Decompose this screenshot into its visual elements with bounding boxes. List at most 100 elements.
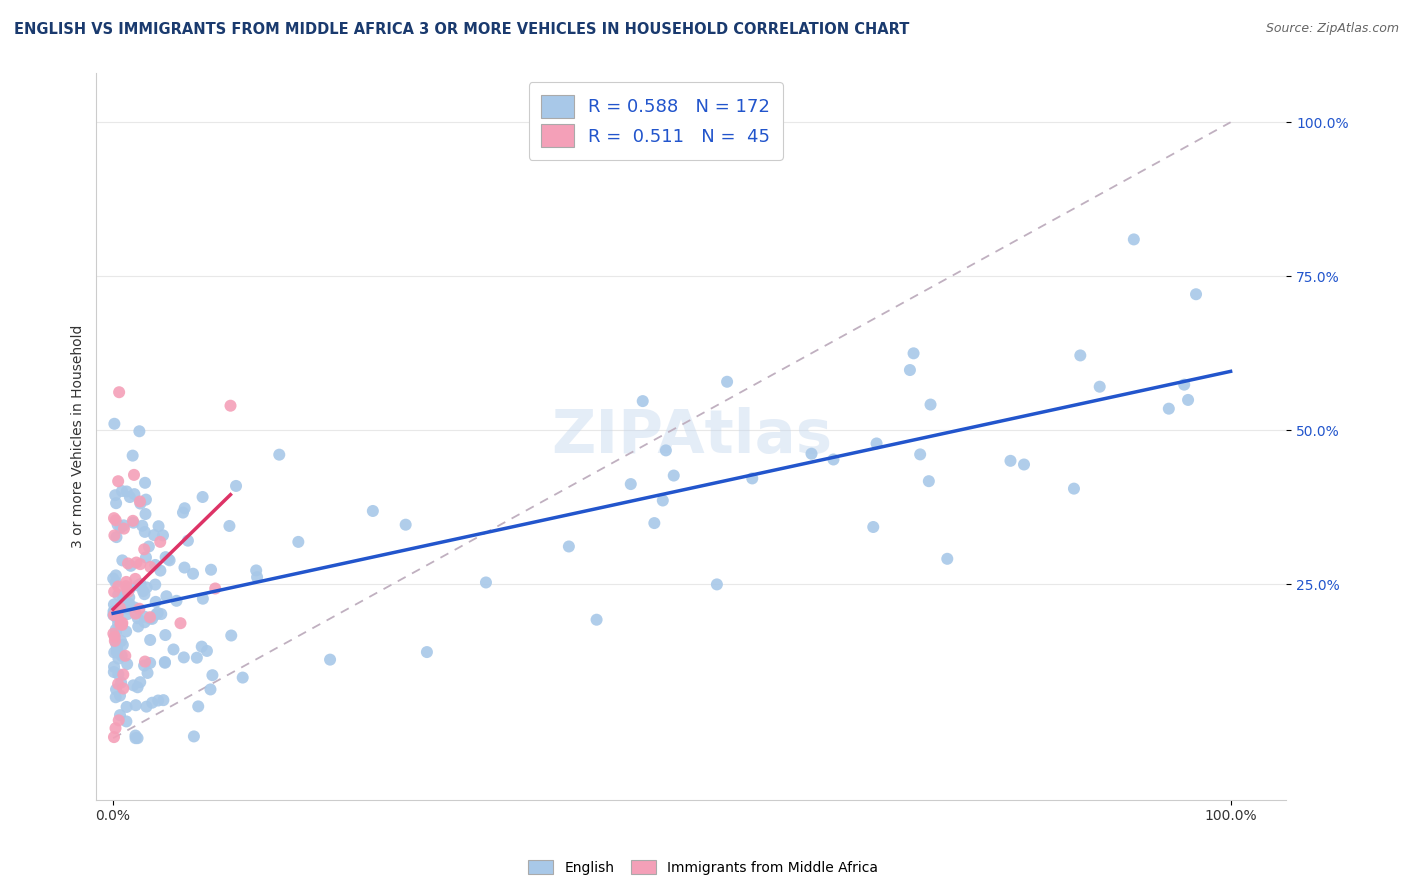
Point (105, 645, 128, 659)
Point (105, 641, 128, 656)
Point (105, 682, 128, 697)
Point (124, 607, 146, 621)
Point (103, 528, 125, 542)
Point (134, 507, 156, 521)
Point (1177, 392, 1199, 407)
Point (107, 517, 129, 532)
Point (823, 452, 845, 467)
Point (112, 599, 135, 613)
Point (105, 640, 128, 655)
Point (104, 690, 127, 705)
Point (107, 667, 129, 681)
Point (166, 594, 188, 608)
Point (135, 492, 157, 507)
Point (172, 506, 194, 520)
Point (662, 468, 685, 483)
Point (145, 595, 167, 609)
Legend: R = 0.588   N = 172, R =  0.511   N =  45: R = 0.588 N = 172, R = 0.511 N = 45 (529, 82, 783, 160)
Point (134, 524, 156, 539)
Point (204, 582, 226, 596)
Point (103, 584, 125, 599)
Point (121, 449, 143, 463)
Point (150, 607, 173, 621)
Point (143, 558, 166, 572)
Point (108, 708, 131, 723)
Point (136, 665, 159, 680)
Point (146, 606, 169, 620)
Point (131, 518, 153, 533)
Point (225, 479, 247, 493)
Point (148, 519, 170, 533)
Point (103, 511, 125, 525)
Point (218, 519, 240, 533)
Point (135, 581, 157, 595)
Point (153, 655, 176, 669)
Point (862, 520, 884, 534)
Point (112, 590, 135, 604)
Point (124, 487, 146, 501)
Point (195, 644, 218, 658)
Point (112, 522, 135, 536)
Point (104, 568, 127, 582)
Point (186, 650, 208, 665)
Point (107, 714, 129, 728)
Point (319, 652, 342, 666)
Point (1088, 380, 1111, 394)
Point (127, 731, 149, 746)
Point (110, 617, 132, 632)
Point (112, 681, 135, 696)
Point (1012, 458, 1035, 472)
Text: ZIPAtlas: ZIPAtlas (551, 407, 832, 466)
Point (865, 436, 887, 450)
Point (104, 488, 127, 502)
Point (124, 600, 146, 615)
Point (107, 608, 129, 623)
Point (103, 417, 125, 431)
Point (1063, 482, 1085, 496)
Point (129, 494, 152, 508)
Point (125, 556, 148, 570)
Point (118, 582, 141, 596)
Point (122, 467, 145, 482)
Point (173, 650, 195, 665)
Point (149, 564, 172, 578)
Point (104, 608, 127, 623)
Point (112, 518, 135, 533)
Point (105, 611, 128, 625)
Text: Source: ZipAtlas.com: Source: ZipAtlas.com (1265, 22, 1399, 36)
Point (107, 588, 129, 602)
Legend: English, Immigrants from Middle Africa: English, Immigrants from Middle Africa (523, 855, 883, 880)
Point (117, 582, 139, 596)
Point (104, 721, 127, 735)
Point (122, 516, 145, 530)
Point (103, 598, 125, 612)
Point (157, 552, 180, 566)
Point (127, 578, 149, 592)
Point (108, 689, 131, 703)
Point (129, 557, 152, 571)
Y-axis label: 3 or more Vehicles in Household: 3 or more Vehicles in Household (72, 325, 86, 548)
Point (124, 572, 146, 586)
Point (104, 575, 127, 590)
Point (103, 730, 125, 744)
Point (107, 677, 129, 691)
Point (1185, 287, 1208, 301)
Point (152, 528, 174, 542)
Point (134, 542, 156, 557)
Point (103, 604, 125, 618)
Point (104, 623, 127, 637)
Point (219, 628, 242, 642)
Point (111, 618, 134, 632)
Point (107, 580, 129, 594)
Point (110, 521, 132, 535)
Point (169, 616, 191, 631)
Point (1069, 348, 1091, 362)
Point (127, 680, 149, 694)
Point (651, 493, 673, 508)
Point (1000, 454, 1022, 468)
Point (139, 611, 162, 625)
Point (173, 501, 195, 516)
Point (920, 398, 942, 412)
Point (111, 638, 134, 652)
Point (134, 655, 156, 669)
